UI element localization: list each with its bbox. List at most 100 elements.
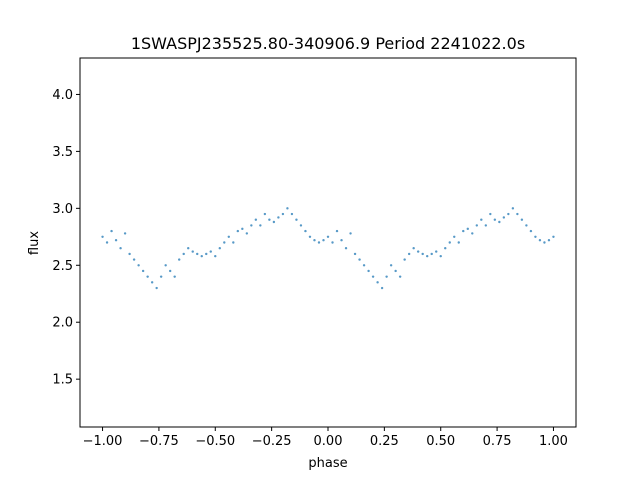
data-point [272,220,276,224]
data-point [403,258,406,261]
data-point [227,235,230,239]
data-point [484,224,488,227]
x-axis-ticks: −1.00 −0.75 −0.50 −0.25 0.00 0.25 0.50 0.75 1.00 [83,427,568,449]
data-point [209,250,212,253]
data-point [155,286,158,290]
data-point [471,232,474,235]
data-point [200,254,203,258]
data-point [268,218,271,221]
data-point [132,258,136,261]
chart-title: 1SWASPJ235525.80-340906.9 Period 2241022… [131,34,525,53]
data-point [317,241,321,244]
data-point [371,275,375,278]
data-point [430,252,433,256]
data-point [335,229,339,233]
data-point [416,250,420,253]
data-point [331,241,334,244]
data-point [281,212,285,216]
data-point [466,227,469,231]
data-point [191,250,194,253]
data-point [480,218,483,221]
data-point [308,235,312,239]
y-axis-ticks: 1.5 2.0 2.5 3.0 3.5 4.0 [52,88,80,388]
data-point [498,220,501,224]
data-point [511,207,515,210]
y-tick-label: 1.5 [52,373,73,388]
data-point [552,235,555,239]
y-tick-label: 3.5 [52,145,73,160]
data-point [475,224,478,227]
data-point [218,246,221,250]
x-tick-label: −0.25 [252,434,292,449]
data-point [358,258,361,261]
y-tick-label: 2.0 [52,316,73,331]
data-point [119,246,122,250]
x-tick-label: 0.25 [370,434,399,449]
data-point [489,212,492,216]
data-point [259,224,262,227]
data-point [448,241,451,244]
data-point [196,252,199,256]
y-axis-label: flux [27,231,42,255]
x-tick-label: −0.75 [139,434,179,449]
data-point [150,281,154,284]
data-point [128,252,131,256]
data-point [114,239,118,242]
data-point [295,218,298,221]
data-point [250,224,253,227]
data-point [543,241,546,244]
data-point [412,246,415,250]
data-point [344,246,348,250]
x-tick-label: 0.50 [426,434,455,449]
data-point [398,275,402,278]
data-point [277,216,280,219]
data-point [349,232,352,235]
data-point [435,250,438,253]
data-point [385,275,388,278]
x-tick-label: 0.00 [314,434,343,449]
data-point [493,218,497,221]
x-tick-label: 0.75 [483,434,512,449]
y-tick-label: 4.0 [52,88,73,103]
data-point [110,229,113,233]
data-point [214,254,217,258]
x-tick-label: −1.00 [83,434,123,449]
data-point [146,275,149,278]
data-point [223,241,226,244]
x-axis-label: phase [308,456,347,471]
data-point [340,239,343,242]
data-point [105,241,109,244]
data-point [313,239,316,242]
data-point [529,229,533,233]
y-tick-label: 3.0 [52,202,73,217]
data-point [236,229,240,233]
data-point [525,224,528,227]
data-point [362,264,366,267]
data-point [376,281,379,284]
data-point [290,212,294,216]
data-point [299,224,303,227]
data-point [439,254,442,258]
data-point [232,241,235,244]
data-point [241,227,244,231]
data-point [353,252,357,256]
data-point [367,269,370,273]
data-point [286,207,289,210]
data-point [547,239,551,242]
y-tick-label: 2.5 [52,259,73,274]
data-point [394,269,397,273]
data-point [173,275,176,278]
scatter-points [101,207,555,290]
data-point [141,269,145,273]
x-tick-label: 1.00 [539,434,568,449]
data-point [159,275,163,278]
x-tick-label: −0.50 [195,434,235,449]
data-point [507,212,510,216]
data-point [389,264,393,267]
data-point [178,258,181,261]
data-point [502,216,506,219]
data-point [453,235,456,239]
